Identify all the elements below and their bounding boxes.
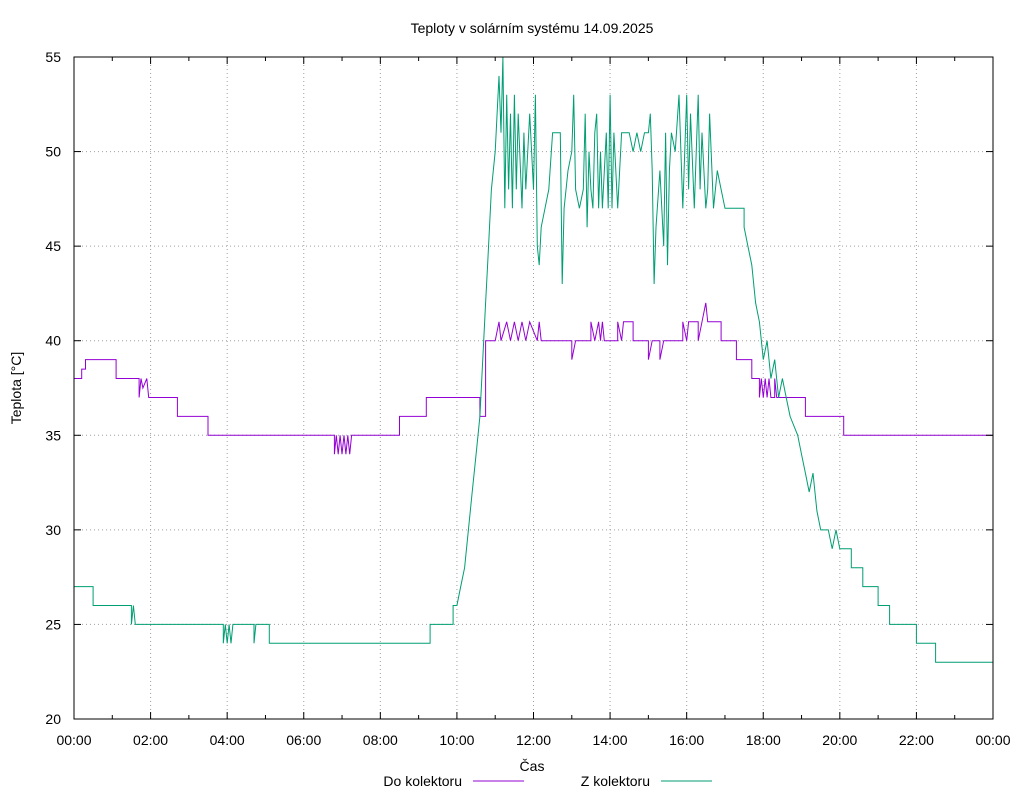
series-line-1	[74, 302, 993, 455]
y-axis-label: Teplota [°C]	[8, 352, 24, 425]
y-tick-label: 25	[45, 616, 61, 632]
x-tick-label: 08:00	[363, 732, 398, 748]
y-tick-label: 45	[45, 238, 61, 254]
x-tick-label: 00:00	[975, 732, 1010, 748]
x-tick-label: 00:00	[56, 732, 91, 748]
x-tick-label: 04:00	[210, 732, 245, 748]
x-tick-label: 18:00	[746, 732, 781, 748]
series-line-2	[74, 56, 993, 663]
y-tick-label: 50	[45, 144, 61, 160]
x-axis-label: Čas	[520, 758, 545, 774]
chart-title: Teploty v solárním systému 14.09.2025	[411, 20, 654, 36]
legend-label-2: Z kolektoru	[581, 773, 650, 789]
y-tick-label: 40	[45, 333, 61, 349]
x-tick-label: 20:00	[822, 732, 857, 748]
axis-ticks	[73, 56, 994, 720]
x-tick-label: 14:00	[593, 732, 628, 748]
legend: Do kolektoru Z kolektoru	[383, 773, 712, 789]
legend-label-1: Do kolektoru	[383, 773, 462, 789]
y-tick-labels: 20 25 30 35 40 45 50 55	[45, 49, 61, 727]
x-tick-label: 10:00	[439, 732, 474, 748]
x-tick-label: 16:00	[669, 732, 704, 748]
x-tick-label: 06:00	[286, 732, 321, 748]
x-tick-label: 22:00	[899, 732, 934, 748]
x-tick-label: 12:00	[516, 732, 551, 748]
x-tick-label: 02:00	[133, 732, 168, 748]
y-tick-label: 20	[45, 711, 61, 727]
y-tick-label: 35	[45, 427, 61, 443]
y-tick-label: 30	[45, 522, 61, 538]
x-tick-labels: 00:00 02:00 04:00 06:00 08:00 10:00 12:00 14:00…	[56, 732, 1010, 748]
y-tick-label: 55	[45, 49, 61, 65]
series-layer	[74, 56, 993, 663]
